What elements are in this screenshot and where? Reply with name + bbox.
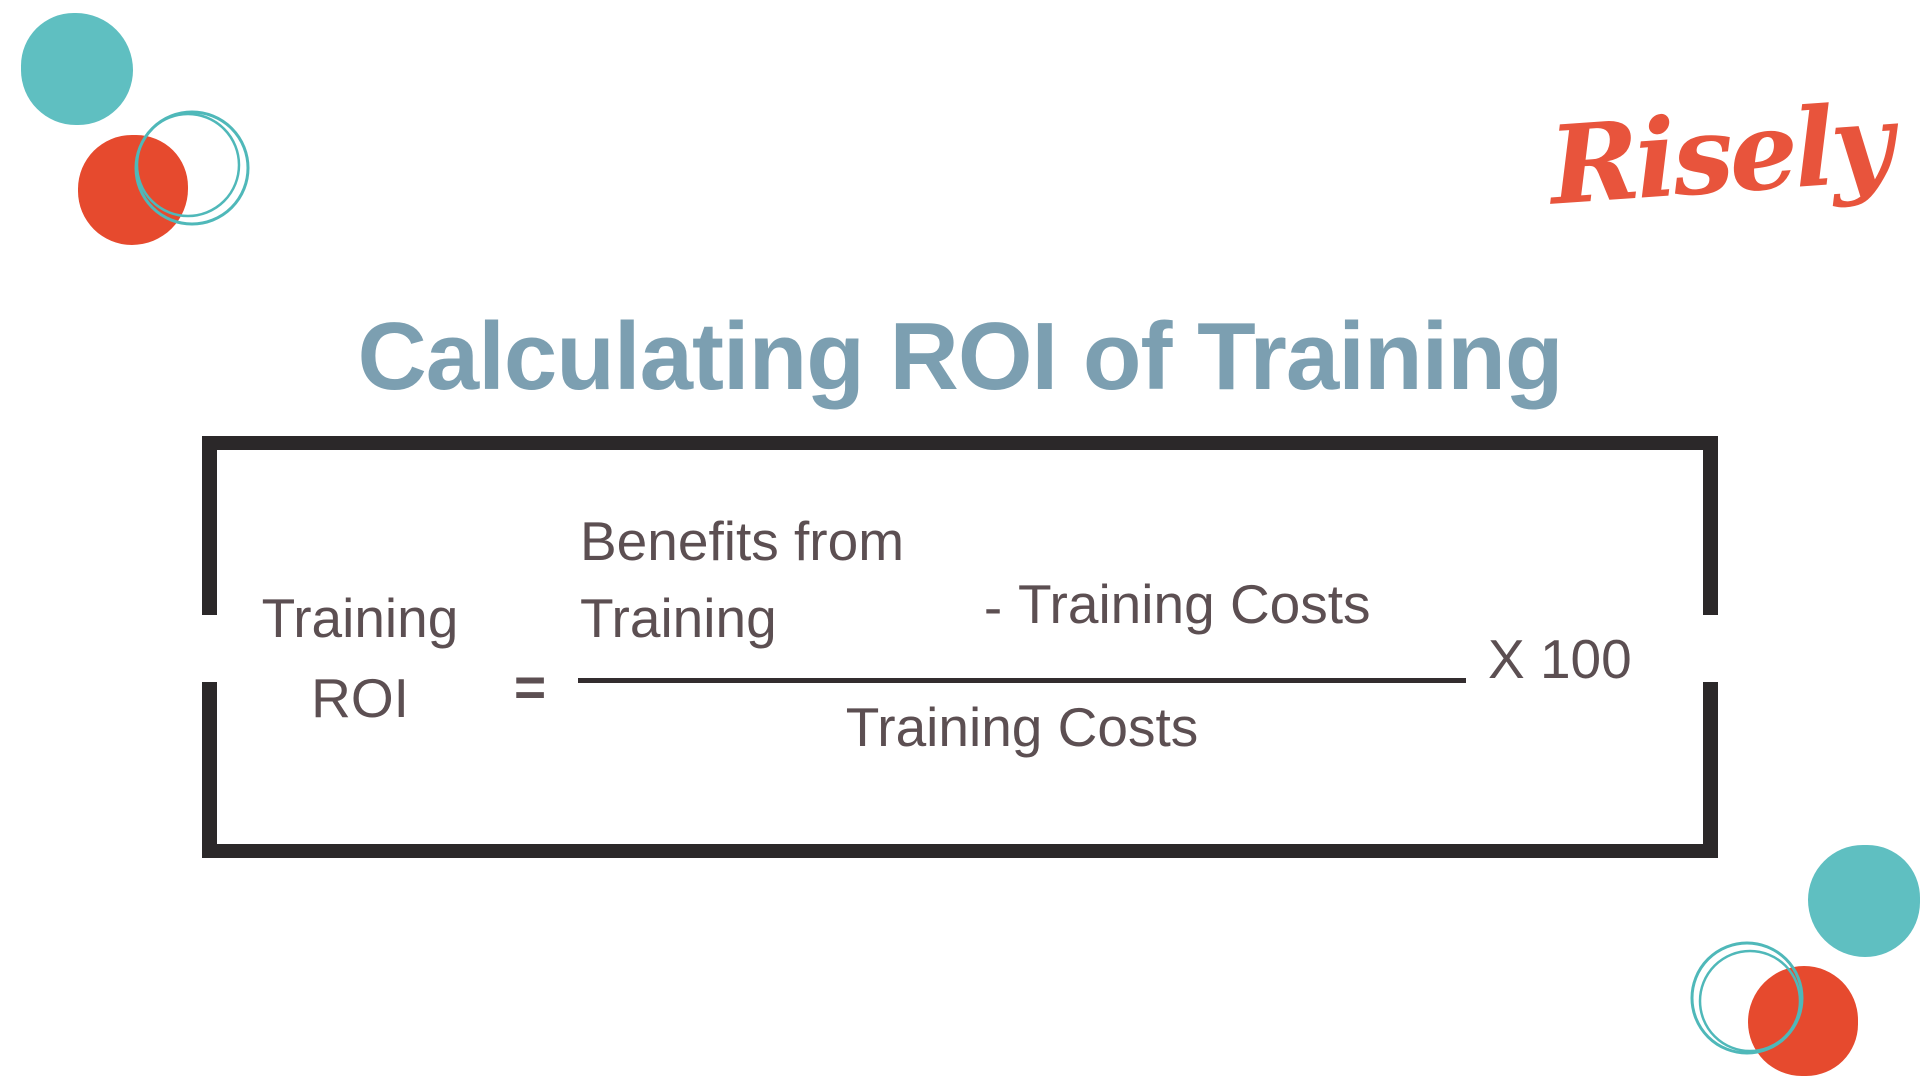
frame-top-edge: [202, 436, 1718, 450]
fraction-bar: [578, 678, 1466, 683]
formula-label-roi: ROI: [311, 667, 409, 729]
numerator-benefits-from: Benefits from: [580, 510, 905, 572]
decor-teal-circle-bottom-right: [1808, 845, 1920, 957]
decor-double-ring-bottom-right: [1690, 941, 1804, 1055]
frame-left-edge-lower: [202, 682, 217, 858]
page-title: Calculating ROI of Training: [357, 303, 1563, 411]
minus-sign: -: [983, 576, 1003, 638]
frame-bottom-edge: [202, 844, 1718, 858]
numerator-training-costs: Training Costs: [1018, 573, 1371, 635]
frame-right-edge-lower: [1703, 682, 1718, 858]
risely-logo: Risely: [1545, 80, 1894, 230]
decor-double-ring-top-left: [134, 110, 250, 226]
decor-orange-circle-bottom-right: [1748, 966, 1858, 1076]
denominator-training-costs: Training Costs: [845, 696, 1199, 758]
frame-left-edge-upper: [202, 436, 217, 615]
decor-orange-circle-top-left: [78, 135, 188, 245]
formula-label-training: Training: [261, 587, 459, 649]
numerator-training: Training: [580, 587, 777, 649]
frame-right-edge-upper: [1703, 436, 1718, 615]
equals-sign: =: [513, 656, 547, 718]
multiplier-x100: X 100: [1488, 628, 1632, 690]
decor-teal-circle-top-left: [21, 13, 133, 125]
